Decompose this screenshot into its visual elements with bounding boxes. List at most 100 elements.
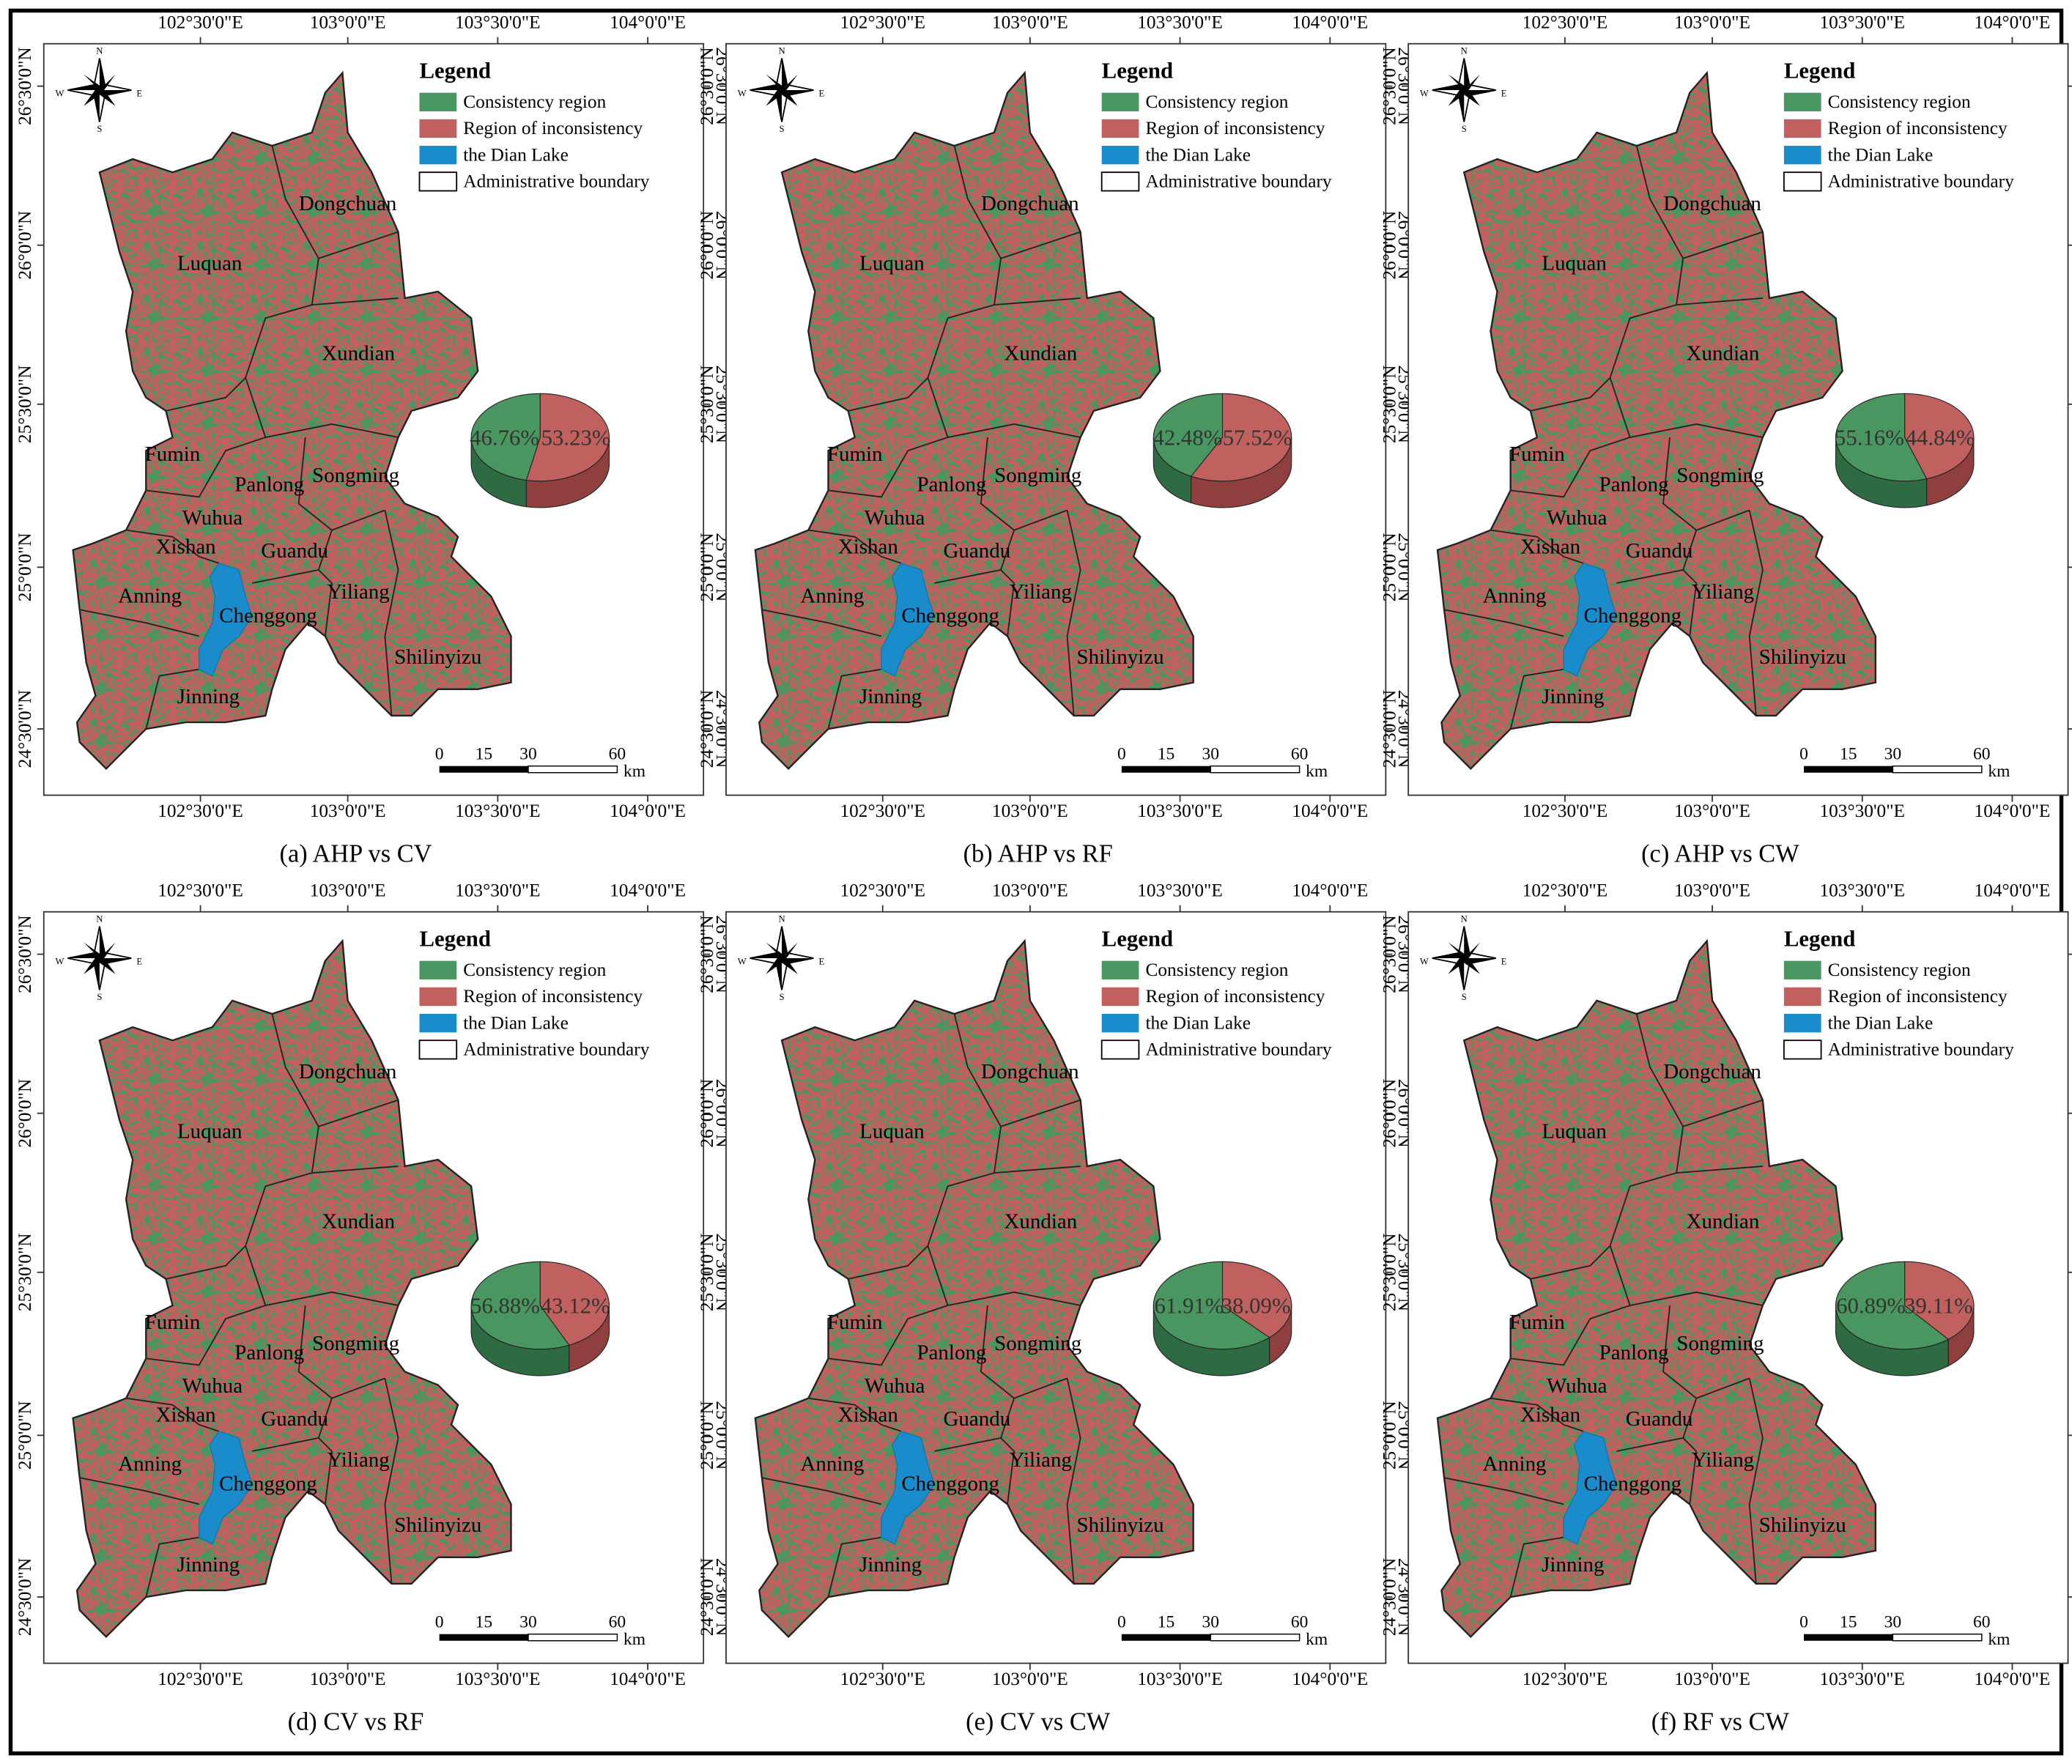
lat-label: 25°0'0"N xyxy=(697,533,717,601)
map-panel: 102°30'0"E 102°30'0"E 103°0'0"E 103°0'0"E 10… xyxy=(1379,12,2072,868)
district-label: Shilinyizu xyxy=(394,645,481,669)
pie-slice xyxy=(1904,393,1975,480)
district-label: Shilinyizu xyxy=(394,1513,481,1537)
dian-lake xyxy=(1563,563,1618,677)
district-boundary xyxy=(125,529,220,564)
district-boundary xyxy=(311,1166,399,1174)
lat-label: 26°0'0"N xyxy=(15,1079,35,1148)
lon-label: 104°0'0"E xyxy=(1292,801,1368,821)
compass-letter: S xyxy=(1462,992,1467,1002)
legend-label: the Dian Lake xyxy=(1828,1012,1934,1033)
district-boundary xyxy=(1000,1099,1081,1127)
compass-letter: N xyxy=(1461,45,1468,56)
lon-label: 102°30'0"E xyxy=(158,12,243,32)
scale-segment xyxy=(528,765,618,774)
panel-caption: (c) AHP vs CW xyxy=(1641,840,1799,868)
district-label: Dongchuan xyxy=(1663,1060,1761,1083)
district-label: Panlong xyxy=(234,473,304,497)
legend-label: Region of inconsistency xyxy=(1828,118,2008,138)
compass-rose xyxy=(67,58,132,122)
scale-label: 60 xyxy=(609,1613,626,1632)
lon-label: 103°0'0"E xyxy=(1674,1669,1750,1689)
legend-swatch xyxy=(1101,960,1139,979)
legend-label: Administrative boundary xyxy=(1828,1039,2014,1059)
district-label: Guandu xyxy=(261,539,328,563)
lon-label: 104°0'0"E xyxy=(1975,12,2051,32)
lon-label: 103°30'0"E xyxy=(1137,12,1223,32)
lat-label: 25°0'0"N xyxy=(15,1401,35,1470)
legend-swatch xyxy=(1100,171,1140,192)
legend-swatch xyxy=(1100,1040,1140,1060)
district-boundary xyxy=(1682,569,1698,637)
district-boundary xyxy=(994,297,1081,306)
district-boundary xyxy=(1066,1378,1081,1585)
scale-label: 30 xyxy=(1884,1613,1902,1632)
lon-label: 102°30'0"E xyxy=(158,1669,243,1689)
district-label: Guandu xyxy=(944,1407,1011,1431)
district-boundary xyxy=(808,529,902,564)
lon-label: 104°0'0"E xyxy=(610,801,686,821)
lat-label: 25°30'0"N xyxy=(1379,1234,1399,1312)
lon-label: 102°30'0"E xyxy=(1522,801,1608,821)
legend-swatch xyxy=(1783,1014,1821,1033)
lon-label: 104°0'0"E xyxy=(1292,12,1368,32)
map-panel: 102°30'0"E 102°30'0"E 103°0'0"E 103°0'0"E 10… xyxy=(697,12,1415,867)
scale-label: 60 xyxy=(1973,745,1991,764)
compass-letter: N xyxy=(96,45,103,56)
district-boundary xyxy=(828,1305,948,1366)
legend-swatch xyxy=(1783,119,1821,138)
district-boundary xyxy=(384,510,399,716)
lon-label: 103°0'0"E xyxy=(1674,801,1750,821)
scale-label: 0 xyxy=(1117,745,1126,764)
scale-segment xyxy=(528,1633,618,1642)
legend-swatch xyxy=(419,119,457,138)
district-label: Wuhua xyxy=(182,1374,243,1398)
district-label: Panlong xyxy=(917,1341,986,1365)
lon-label: 104°0'0"E xyxy=(1975,1669,2051,1689)
district-label: Dongchuan xyxy=(299,192,397,215)
lon-label: 103°30'0"E xyxy=(1137,801,1223,821)
legend-title: Legend xyxy=(1102,927,1174,952)
map-panel: 102°30'0"E 102°30'0"E 103°0'0"E 103°0'0"E 10… xyxy=(697,880,1415,1735)
district-label: Xishan xyxy=(1520,1404,1581,1427)
panel-caption: (a) AHP vs CV xyxy=(280,840,432,868)
lon-label: 103°0'0"E xyxy=(992,12,1068,32)
district-boundary xyxy=(761,609,882,637)
compass-letter: E xyxy=(136,88,142,98)
lat-label: 25°30'0"N xyxy=(15,366,35,444)
pie-label: 42.48% xyxy=(1152,426,1222,451)
district-boundary xyxy=(384,1378,399,1585)
district-label: Fumin xyxy=(827,442,883,466)
district-boundary xyxy=(1510,1305,1631,1366)
legend-label: Region of inconsistency xyxy=(1828,986,2008,1007)
lon-label: 102°30'0"E xyxy=(840,12,925,32)
scale-label: 60 xyxy=(1973,1613,1991,1632)
legend-swatch xyxy=(1783,171,1822,192)
map-panel: 102°30'0"E 102°30'0"E 103°0'0"E 103°0'0"E 10… xyxy=(1379,880,2072,1736)
district-label: Dongchuan xyxy=(299,1060,397,1083)
study-area xyxy=(1436,70,1877,770)
legend-label: the Dian Lake xyxy=(1828,144,1934,165)
compass-letter: S xyxy=(1462,124,1467,134)
compass-letter: S xyxy=(97,124,102,134)
scale-label: 15 xyxy=(1158,745,1175,764)
pie-label: 60.89% xyxy=(1836,1294,1906,1319)
lon-label: 102°30'0"E xyxy=(840,801,925,821)
district-label: Songming xyxy=(994,464,1081,487)
legend-title: Legend xyxy=(1102,59,1174,84)
compass-letter: E xyxy=(1501,88,1507,98)
legend-swatch xyxy=(1101,987,1139,1007)
scale-unit: km xyxy=(1306,1630,1328,1649)
district-boundary xyxy=(1676,1166,1763,1174)
lat-label: 26°30'0"N xyxy=(697,47,717,125)
lat-label: 26°30'0"N xyxy=(1379,47,1399,125)
study-area xyxy=(72,938,512,1638)
scale-label: 0 xyxy=(1799,745,1808,764)
district-boundary xyxy=(827,668,882,730)
legend-label: Consistency region xyxy=(1828,960,1971,980)
district-boundary xyxy=(145,668,199,730)
district-label: Panlong xyxy=(234,1341,304,1365)
district-boundary xyxy=(848,1013,1002,1280)
district-label: Guandu xyxy=(944,539,1011,563)
district-label: Luquan xyxy=(859,1119,925,1143)
